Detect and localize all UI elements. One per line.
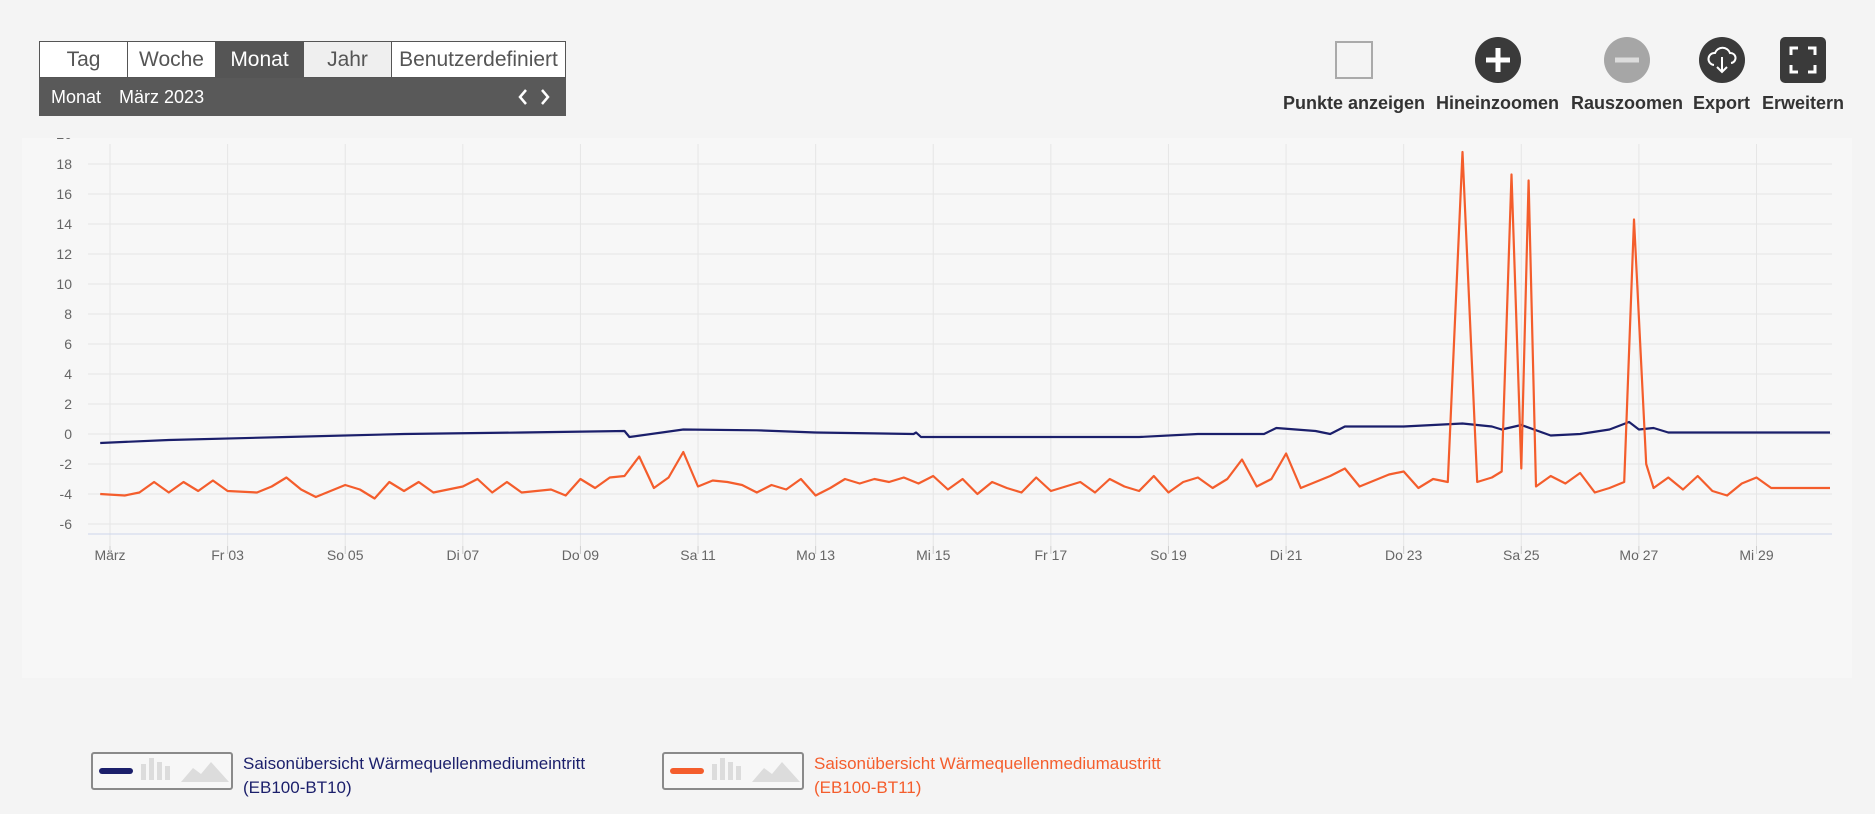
legend-text-bt11: Saisonübersicht Wärmequellenmediumaustri… (814, 752, 1214, 800)
legend-item-bt10[interactable]: Saisonübersicht Wärmequellenmediumeintri… (91, 752, 643, 800)
fullscreen-icon (1780, 37, 1827, 83)
period-nav (514, 78, 554, 116)
next-period-button[interactable] (536, 85, 554, 109)
series-line-1 (100, 420, 1830, 445)
x-tick-label: Mi 15 (916, 547, 950, 563)
plus-circle-icon (1474, 37, 1521, 83)
tab-day[interactable]: Tag (40, 42, 128, 77)
legend-text-bt10: Saisonübersicht Wärmequellenmediumeintri… (243, 752, 643, 800)
y-tick-label: 4 (64, 366, 72, 382)
y-tick-label: 6 (64, 336, 72, 352)
legend-swatch-bt11 (662, 752, 804, 790)
expand-button[interactable]: Erweitern (1762, 37, 1844, 114)
legend-label-bt10-line2: (EB100-BT10) (243, 778, 352, 797)
x-tick-label: Mo 13 (796, 547, 835, 563)
zoom-out-button[interactable]: Rauszoomen (1571, 37, 1683, 114)
x-tick-label: Mo 27 (1619, 547, 1658, 563)
cloud-download-icon (1698, 37, 1745, 83)
series-line-2 (100, 150, 1830, 500)
chevron-left-icon (518, 89, 527, 105)
checkbox-icon[interactable] (1335, 37, 1374, 83)
expand-label: Erweitern (1762, 93, 1845, 113)
previous-period-button[interactable] (514, 85, 532, 109)
y-tick-label: 10 (56, 276, 72, 292)
x-tick-label: März (94, 547, 125, 563)
period-tabs: Tag Woche Monat Jahr Benutzerdefiniert (39, 41, 566, 78)
zoom-in-button[interactable]: Hineinzoomen (1436, 37, 1559, 114)
tab-week[interactable]: Woche (128, 42, 216, 77)
tab-year[interactable]: Jahr (304, 42, 392, 77)
zoom-out-label: Rauszoomen (1571, 93, 1684, 113)
show-points-label: Punkte anzeigen (1283, 93, 1426, 113)
x-tick-label: Di 07 (446, 547, 479, 563)
legend-swatch-bt10 (91, 752, 233, 790)
legend-label-bt11-line2: (EB100-BT11) (814, 778, 922, 797)
period-selector: Monat März 2023 (39, 78, 566, 116)
y-tick-label: 14 (56, 216, 72, 232)
legend-label-bt11-line1: Saisonübersicht Wärmequellenmediumaustri… (814, 754, 1161, 773)
y-tick-label: 2 (64, 396, 72, 412)
x-tick-label: So 05 (327, 547, 364, 563)
period-value: März 2023 (119, 86, 205, 107)
y-tick-label: 12 (56, 246, 72, 262)
x-tick-label: So 19 (1150, 547, 1187, 563)
show-points-toggle[interactable]: Punkte anzeigen (1283, 37, 1425, 114)
y-tick-label: 18 (56, 156, 72, 172)
x-tick-label: Sa 25 (1503, 547, 1540, 563)
x-tick-label: Do 09 (562, 547, 600, 563)
x-tick-label: Fr 03 (211, 547, 244, 563)
y-tick-label: -4 (60, 486, 73, 502)
zoom-in-label: Hineinzoomen (1436, 93, 1560, 113)
x-tick-label: Sa 11 (680, 547, 716, 563)
legend-item-bt11[interactable]: Saisonübersicht Wärmequellenmediumaustri… (662, 752, 1214, 800)
export-label: Export (1693, 93, 1751, 113)
y-tick-label: 16 (56, 186, 72, 202)
tab-custom[interactable]: Benutzerdefiniert (399, 47, 558, 71)
tab-month[interactable]: Monat (216, 42, 304, 77)
y-tick-label: -6 (60, 516, 73, 532)
x-tick-label: Di 21 (1270, 547, 1303, 563)
y-tick-label: -2 (60, 456, 73, 472)
minus-circle-icon (1604, 37, 1651, 83)
legend-label-bt10-line1: Saisonübersicht Wärmequellenmediumeintri… (243, 754, 586, 773)
export-button[interactable]: Export (1693, 37, 1750, 114)
x-tick-label: Do 23 (1385, 547, 1423, 563)
y-tick-label: 20 (56, 138, 72, 142)
x-tick-label: Fr 17 (1035, 547, 1068, 563)
y-tick-label: 8 (64, 306, 72, 322)
chevron-right-icon (541, 89, 550, 105)
y-tick-label: 0 (64, 426, 72, 442)
period-label: Monat (51, 86, 102, 107)
x-tick-label: Mi 29 (1739, 547, 1773, 563)
